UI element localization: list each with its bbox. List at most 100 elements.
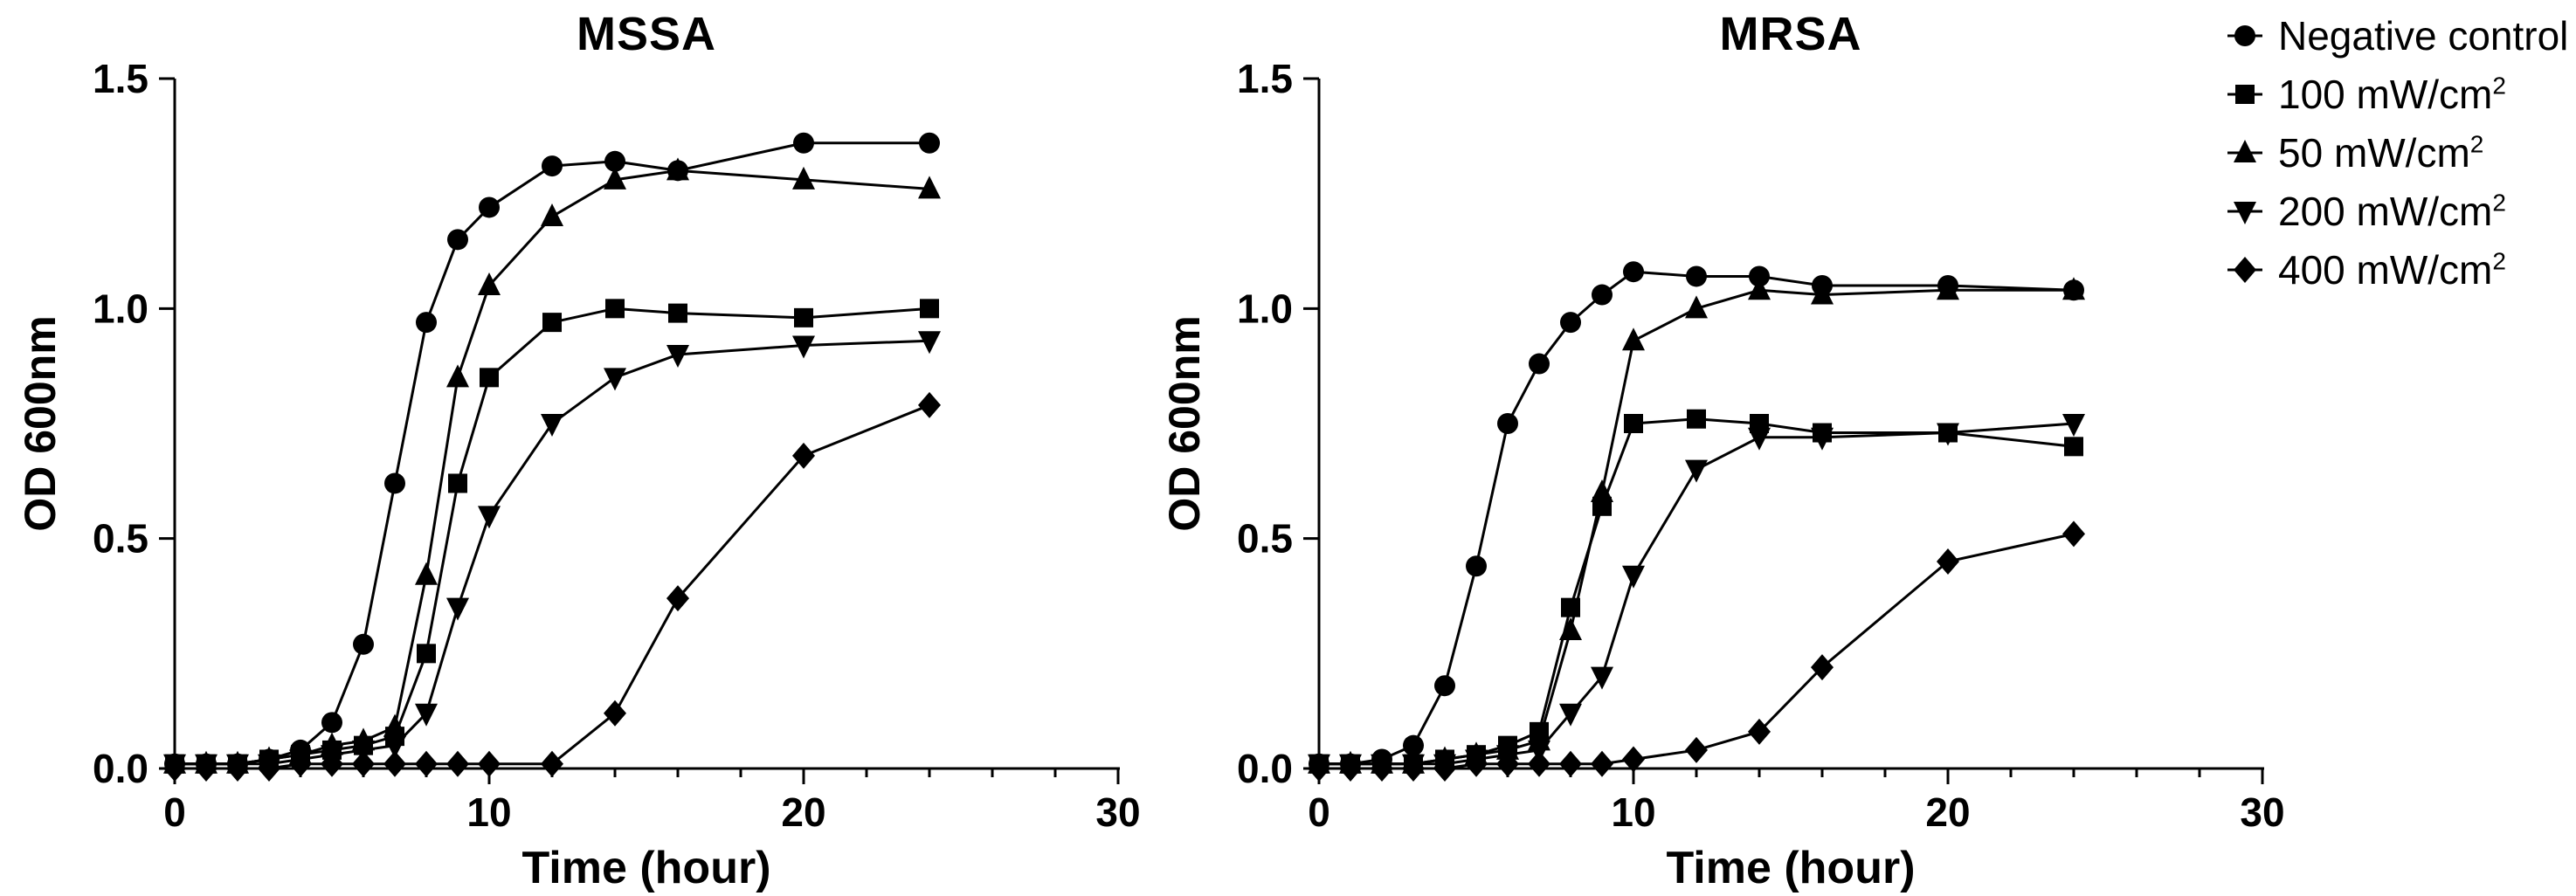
circle-marker	[542, 155, 563, 177]
triangle-up-marker	[415, 562, 438, 585]
diamond-marker	[163, 755, 186, 782]
y-tick-label: 0.5	[1237, 516, 1293, 562]
diamond-marker	[258, 755, 280, 782]
diamond-marker	[541, 750, 563, 777]
triangle-up-marker	[1559, 617, 1582, 640]
circle-marker	[793, 132, 814, 154]
x-tick-label: 30	[1095, 789, 1140, 835]
x-tick-label: 20	[1925, 789, 1970, 835]
triangle-up-marker	[792, 166, 815, 190]
diamond-marker	[1748, 718, 1771, 745]
series-200-mw-cm	[163, 331, 941, 777]
square-marker	[417, 644, 436, 664]
circle-marker	[1749, 265, 1770, 287]
circle-marker	[1686, 265, 1707, 287]
diamond-marker	[1371, 755, 1393, 782]
diamond-marker	[1559, 750, 1582, 777]
legend-item: 100 mW/cm2	[2226, 71, 2568, 118]
legend-item-label: 400 mW/cm2	[2278, 247, 2506, 293]
diamond-marker	[1339, 755, 1362, 782]
chart-title-mssa: MSSA	[576, 8, 716, 60]
diamond-marker	[2062, 520, 2085, 548]
circle-marker	[2234, 25, 2255, 46]
circle-marker	[1623, 261, 1644, 283]
square-marker	[480, 368, 499, 388]
x-tick-label: 10	[466, 789, 511, 835]
diamond-marker	[1496, 750, 1519, 777]
diamond-marker	[478, 750, 501, 777]
square-marker	[794, 307, 813, 327]
triangle-down-legend-icon	[2227, 202, 2262, 224]
diamond-marker	[918, 391, 941, 418]
circle-marker	[479, 196, 500, 218]
y-tick-label: 0.0	[93, 746, 148, 791]
triangle-down-marker	[1937, 423, 1959, 446]
legend-item-label: 50 mW/cm2	[2278, 130, 2484, 176]
tick-labels: 0 10 20 30 0.0 0.5 1.0 1.5	[93, 56, 1141, 835]
legend-item: 200 mW/cm2	[2226, 188, 2568, 235]
diamond-marker	[792, 442, 815, 469]
square-marker	[1624, 414, 1643, 433]
triangle-down-marker	[604, 368, 626, 391]
diamond-marker	[446, 750, 469, 777]
legend-item: Negative control	[2226, 12, 2568, 59]
triangle-up-marker	[2234, 140, 2256, 162]
x-tick-label: 0	[1308, 789, 1330, 835]
square-marker	[448, 473, 467, 493]
triangle-down-marker	[2062, 414, 2085, 437]
diamond-marker	[1308, 755, 1330, 782]
triangle-down-marker	[1559, 703, 1582, 727]
diamond-marker	[195, 755, 218, 782]
triangle-down-marker	[918, 331, 941, 355]
plot-area-mssa: 0 10 20 30 0.0 0.5 1.0 1.5	[93, 56, 1141, 835]
legend-item: 400 mW/cm2	[2226, 246, 2568, 293]
triangle-down-marker	[383, 735, 406, 759]
diamond-marker	[352, 750, 375, 777]
triangle-up-marker	[1685, 295, 1708, 319]
triangle-down-marker	[446, 597, 469, 621]
triangle-up-marker	[1591, 479, 1613, 502]
triangle-down-marker	[415, 703, 438, 727]
diamond-legend-icon	[2227, 257, 2262, 283]
x-tick-label: 20	[781, 789, 825, 835]
circle-marker	[416, 312, 437, 334]
y-tick-label: 0.0	[1237, 746, 1293, 791]
square-marker	[2235, 85, 2255, 104]
circle-marker	[1434, 675, 1455, 697]
triangle-up-legend-icon	[2227, 140, 2262, 162]
diamond-marker	[1433, 755, 1456, 782]
legend-item-label: 200 mW/cm2	[2278, 189, 2506, 234]
chart-mssa: MSSA OD 600nm 0 10 20 30 0.0 0.5 1.0 1.5 Time (…	[0, 0, 1171, 896]
y-tick-label: 1.5	[93, 56, 148, 101]
triangle-down-marker	[1748, 427, 1771, 451]
diamond-marker	[2234, 257, 2256, 283]
diamond-marker	[1402, 755, 1425, 782]
triangle-up-marker	[541, 203, 563, 226]
diamond-marker	[1937, 548, 1959, 575]
triangle-down-marker	[1591, 666, 1613, 690]
triangle-up-marker	[383, 713, 406, 737]
legend: Negative control 100 mW/cm2 50 mW/cm2 200 m…	[2226, 12, 2568, 305]
circle-marker	[447, 229, 468, 251]
diamond-marker	[226, 755, 249, 782]
series-400-mw-cm	[163, 391, 941, 782]
diamond-marker	[289, 750, 312, 777]
triangle-up-marker	[604, 166, 626, 190]
diamond-marker	[666, 585, 689, 612]
triangle-up-marker	[918, 176, 941, 199]
circle-marker	[919, 132, 940, 154]
tick-labels: 0 10 20 30 0.0 0.5 1.0 1.5	[1237, 56, 2285, 835]
legend-item-label: Negative control	[2278, 13, 2569, 59]
triangle-down-marker	[541, 414, 563, 437]
chart-title-mrsa: MRSA	[1719, 8, 1862, 60]
square-marker	[542, 313, 562, 333]
series-negative-control	[164, 132, 940, 775]
legend-item-label: 100 mW/cm2	[2278, 72, 2506, 117]
series-50-mw-cm	[1308, 277, 2085, 774]
circle-marker	[321, 712, 342, 734]
series-negative-control	[1309, 261, 2084, 775]
circle-marker	[1560, 312, 1581, 334]
x-axis-label-mrsa: Time (hour)	[1666, 843, 1916, 893]
plot-area-mrsa: 0 10 20 30 0.0 0.5 1.0 1.5	[1237, 56, 2285, 835]
